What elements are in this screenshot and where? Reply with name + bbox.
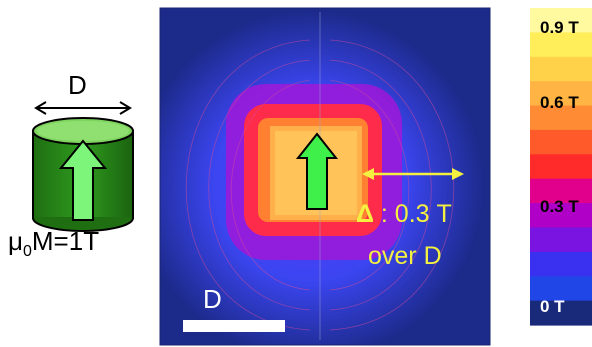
colorbar-band <box>530 227 592 253</box>
colorbar-band <box>530 32 592 58</box>
diameter-arrow <box>34 101 132 115</box>
colorbar-band <box>530 56 592 82</box>
diameter-label: D <box>68 70 87 100</box>
magnet-schematic <box>32 101 134 232</box>
colorbar-tick-0: 0 T <box>540 297 565 316</box>
scale-bar <box>183 320 285 332</box>
delta-value: : 0.3 T <box>373 200 452 228</box>
field-arrow-icon <box>295 132 339 210</box>
magnetization-label: μ0M=1T <box>8 228 99 260</box>
colorbar-band <box>530 251 592 277</box>
colorbar-band <box>530 105 592 131</box>
colorbar-band <box>530 276 592 302</box>
magnetization-arrow-icon <box>58 139 108 221</box>
gradient-distance-arrow <box>362 168 464 180</box>
magnetization-subscript: 0 <box>22 243 32 261</box>
colorbar-tick-0.6: 0.6 T <box>540 93 579 112</box>
colorbar-tick-0.3: 0.3 T <box>540 197 579 216</box>
colorbar-band <box>530 129 592 155</box>
delta-symbol: Δ <box>356 200 374 228</box>
gradient-over-label: over D <box>368 242 442 270</box>
colorbar-band <box>530 203 592 229</box>
colorbar-band <box>530 8 592 33</box>
colorbar <box>530 8 592 326</box>
field-map <box>159 7 491 346</box>
colorbar-band <box>530 178 592 204</box>
colorbar-tick-0.9: 0.9 T <box>540 18 579 37</box>
magnetization-symbol: μ <box>8 226 23 256</box>
gradient-label: Δ : 0.3 T <box>356 202 452 227</box>
colorbar-band <box>530 300 592 326</box>
colorbar-band <box>530 81 592 107</box>
colorbar-band <box>530 154 592 180</box>
magnetization-value: M=1T <box>31 226 100 256</box>
scale-bar-label: D <box>203 284 222 314</box>
